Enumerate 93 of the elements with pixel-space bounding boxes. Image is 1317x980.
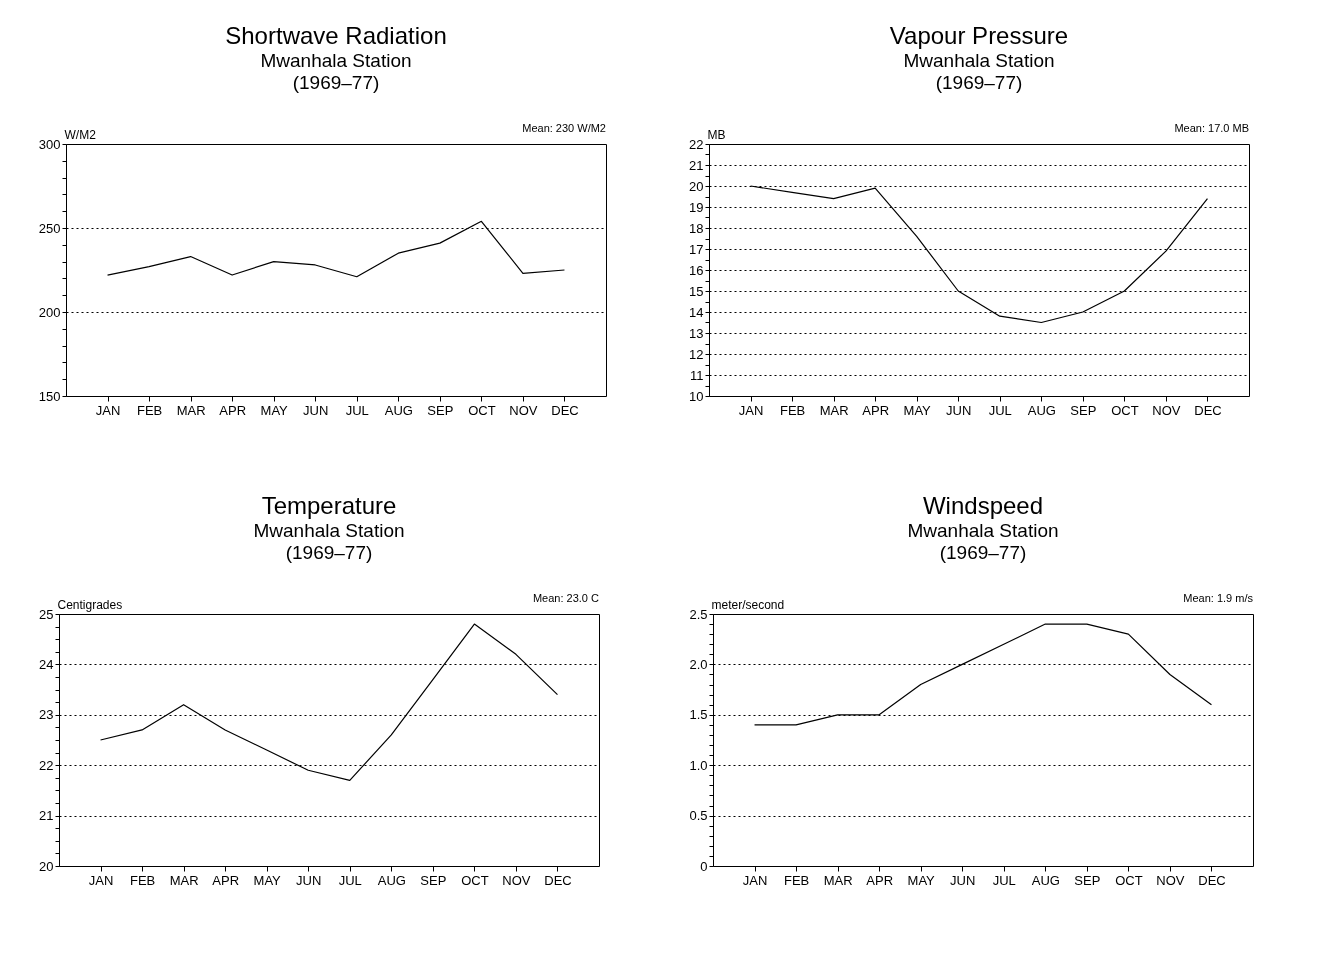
y-tick-label: 17	[689, 241, 704, 257]
y-tick-label: 11	[690, 367, 704, 383]
x-tick-label: JUL	[992, 872, 1016, 888]
chart-subtitle: Mwanhala Station (1969–77)	[260, 50, 412, 93]
y-tick-label: 1.0	[689, 757, 708, 773]
x-tick-label: AUG	[1031, 872, 1060, 888]
x-tick-label: MAY	[253, 872, 282, 888]
chart-title: Vapour Pressure	[889, 22, 1069, 49]
y-axis-title: W/M2	[64, 127, 97, 142]
x-tick-label: DEC	[551, 402, 579, 418]
y-tick-label: 20	[689, 178, 704, 194]
y-tick-label: 23	[39, 707, 54, 723]
y-tick-label: 24	[39, 656, 54, 672]
chart-title: Windspeed	[922, 492, 1044, 519]
y-tick-label: 14	[689, 304, 704, 320]
x-tick-label: SEP	[1070, 402, 1097, 418]
x-tick-label: OCT	[468, 402, 496, 418]
y-tick-label: 21	[689, 157, 704, 173]
x-tick-label: JAN	[738, 402, 764, 418]
y-tick-label: 0.5	[689, 808, 708, 824]
x-tick-label: FEB	[779, 402, 806, 418]
x-tick-label: APR	[212, 872, 240, 888]
x-tick-label: DEC	[1198, 872, 1226, 888]
y-tick-label: 2.0	[689, 656, 708, 672]
chart-title: Temperature	[261, 492, 397, 519]
y-tick-label: 2.5	[689, 606, 708, 622]
x-tick-label: OCT	[461, 872, 489, 888]
x-tick-label: MAY	[260, 402, 289, 418]
chart-subtitle: Mwanhala Station (1969–77)	[907, 520, 1059, 563]
x-tick-label: FEB	[136, 402, 163, 418]
x-tick-label: FEB	[783, 872, 810, 888]
chart-subtitle: Mwanhala Station (1969–77)	[903, 50, 1055, 93]
chart-subtitle: Mwanhala Station (1969–77)	[253, 520, 405, 563]
x-tick-label: AUG	[384, 402, 413, 418]
y-tick-label: 21	[39, 808, 54, 824]
y-tick-label: 150	[38, 388, 61, 404]
y-axis-title: MB	[707, 127, 726, 142]
y-tick-label: 18	[689, 220, 704, 236]
y-tick-label: 1.5	[689, 707, 708, 723]
chart-title: Shortwave Radiation	[225, 22, 447, 49]
y-tick-label: 300	[38, 136, 61, 152]
y-tick-label: 10	[689, 388, 704, 404]
y-tick-label: 15	[689, 283, 704, 299]
y-tick-label: 22	[39, 757, 54, 773]
x-tick-label: SEP	[1074, 872, 1101, 888]
text: Mean: 230 W/M2	[522, 122, 606, 134]
x-tick-label: JAN	[742, 872, 768, 888]
x-tick-label: JUN	[950, 872, 976, 888]
x-tick-label: JUN	[303, 402, 329, 418]
x-tick-label: JAN	[88, 872, 114, 888]
y-tick-label: 0	[700, 858, 708, 874]
x-tick-label: AUG	[377, 872, 406, 888]
x-tick-label: JUL	[338, 872, 362, 888]
text: Mean: 17.0 MB	[1174, 122, 1249, 134]
text: Mean: 1.9 m/s	[1183, 592, 1254, 604]
y-tick-label: 250	[38, 220, 61, 236]
x-tick-label: NOV	[502, 872, 531, 888]
x-tick-label: APR	[862, 402, 890, 418]
y-axis-title: meter/second	[711, 597, 785, 612]
y-tick-label: 20	[39, 858, 54, 874]
x-tick-label: SEP	[427, 402, 454, 418]
x-tick-label: JUL	[345, 402, 369, 418]
x-tick-label: FEB	[129, 872, 156, 888]
x-tick-label: MAY	[907, 872, 936, 888]
y-tick-label: 25	[39, 606, 54, 622]
x-tick-label: MAR	[176, 402, 206, 418]
x-tick-label: JUN	[296, 872, 322, 888]
y-tick-label: 200	[38, 304, 61, 320]
x-tick-label: DEC	[1194, 402, 1222, 418]
x-tick-label: NOV	[1152, 402, 1181, 418]
y-tick-label: 12	[689, 346, 704, 362]
x-tick-label: SEP	[420, 872, 447, 888]
x-tick-label: OCT	[1111, 402, 1139, 418]
y-tick-label: 19	[689, 199, 704, 215]
x-tick-label: JUL	[988, 402, 1012, 418]
x-tick-label: MAY	[903, 402, 932, 418]
x-tick-label: JAN	[95, 402, 121, 418]
x-tick-label: DEC	[544, 872, 572, 888]
x-tick-label: APR	[219, 402, 247, 418]
x-tick-label: JUN	[946, 402, 972, 418]
y-tick-label: 16	[689, 262, 704, 278]
x-tick-label: OCT	[1115, 872, 1143, 888]
x-tick-label: MAR	[819, 402, 849, 418]
text: Mean: 23.0 C	[532, 592, 600, 604]
y-axis-title: Centigrades	[57, 597, 123, 612]
x-tick-label: APR	[866, 872, 894, 888]
x-tick-label: MAR	[169, 872, 199, 888]
x-tick-label: NOV	[1156, 872, 1185, 888]
x-tick-label: AUG	[1027, 402, 1056, 418]
y-tick-label: 22	[689, 136, 704, 152]
x-tick-label: MAR	[823, 872, 853, 888]
x-tick-label: NOV	[509, 402, 538, 418]
y-tick-label: 13	[689, 325, 704, 341]
